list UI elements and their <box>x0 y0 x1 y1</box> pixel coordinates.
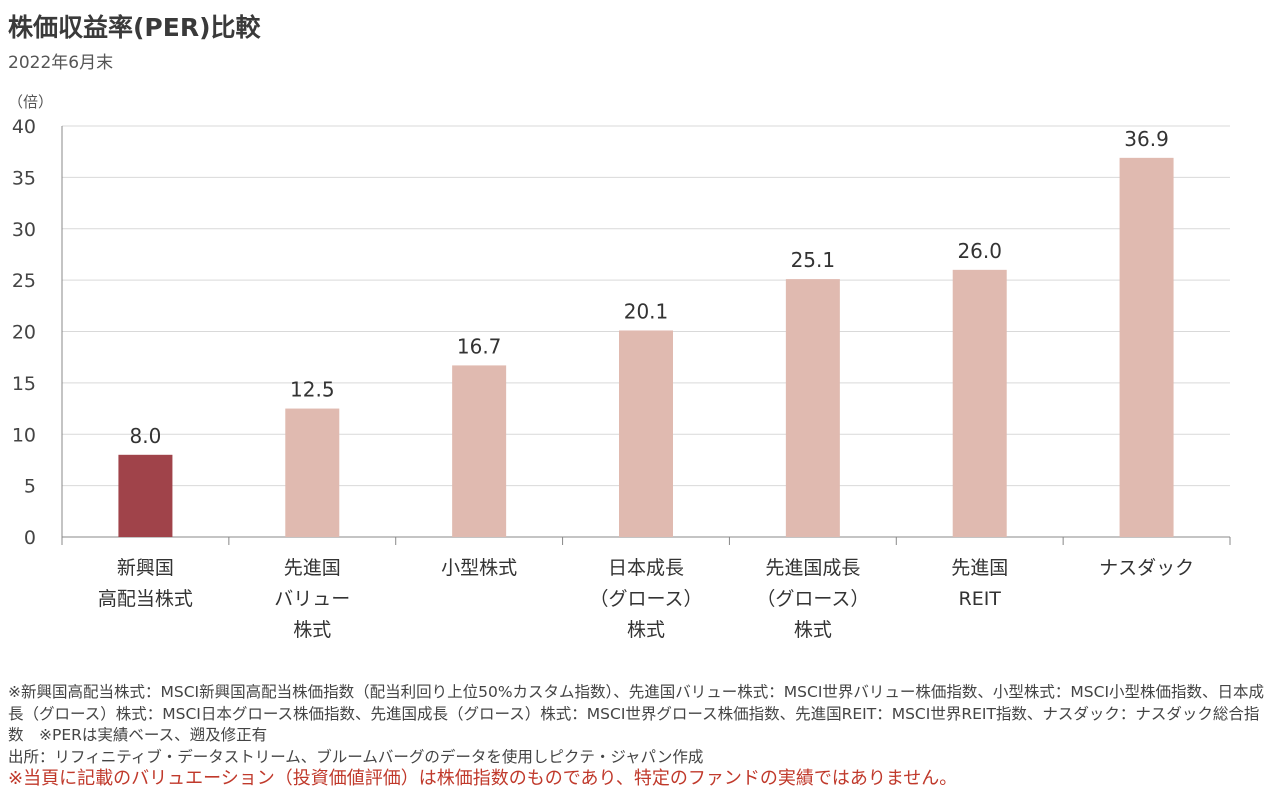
y-tick-label: 15 <box>12 373 36 395</box>
data-label: 36.9 <box>1124 127 1169 151</box>
y-tick-label: 30 <box>12 219 36 241</box>
disclaimer: ※当頁に記載のバリュエーション（投資価値評価）は株価指数のものであり、特定のファ… <box>8 768 958 789</box>
y-tick-label: 0 <box>24 527 36 549</box>
y-tick-label: 35 <box>12 167 36 189</box>
bar <box>1119 157 1174 538</box>
footnotes: ※新興国高配当株式：MSCI新興国高配当株価指数（配当利回り上位50%カスタム指… <box>8 682 1270 790</box>
data-label: 8.0 <box>130 424 162 448</box>
chart-subtitle: 2022年6月末 <box>8 53 114 73</box>
x-tick-label: 先進国 REIT <box>951 557 1008 610</box>
y-tick-label: 40 <box>12 116 36 138</box>
y-unit-label: （倍） <box>8 93 53 111</box>
chart-title: 株価収益率(PER)比較 <box>8 13 261 42</box>
y-tick-label: 10 <box>12 424 36 446</box>
bar <box>952 269 1007 537</box>
bar <box>452 365 507 537</box>
source-note: ※新興国高配当株式：MSCI新興国高配当株価指数（配当利回り上位50%カスタム指… <box>8 683 1265 744</box>
data-label: 16.7 <box>457 334 502 358</box>
bar <box>619 330 673 537</box>
x-tick-label: ナスダック <box>1099 557 1194 579</box>
x-tick-label: 先進国バリュー株式 <box>274 557 350 641</box>
y-tick-label: 20 <box>12 322 36 344</box>
y-tick-label: 5 <box>24 476 36 498</box>
bar <box>118 454 173 537</box>
data-label: 25.1 <box>791 248 836 272</box>
per-bar-chart: （倍） 0 5 10 15 20 25 30 35 40 8.0 新興国高配当株式 12.5 先進国バリュ… <box>8 93 1231 641</box>
x-tick-label: 新興国高配当株式 <box>98 557 193 610</box>
data-label: 20.1 <box>624 299 669 323</box>
data-label: 12.5 <box>290 378 335 402</box>
x-tick-label: 小型株式 <box>441 557 517 579</box>
x-tick-label: 日本成長（グロース）株式 <box>589 557 702 641</box>
x-tick-label: 先進国成長（グロース）株式 <box>756 557 869 641</box>
bar <box>785 279 840 537</box>
data-label: 26.0 <box>957 239 1002 263</box>
data-source: 出所：リフィニティブ・データストリーム、ブルームバーグのデータを使用しピクテ・ジ… <box>8 747 704 766</box>
y-tick-label: 25 <box>12 270 36 292</box>
bar <box>285 408 340 537</box>
